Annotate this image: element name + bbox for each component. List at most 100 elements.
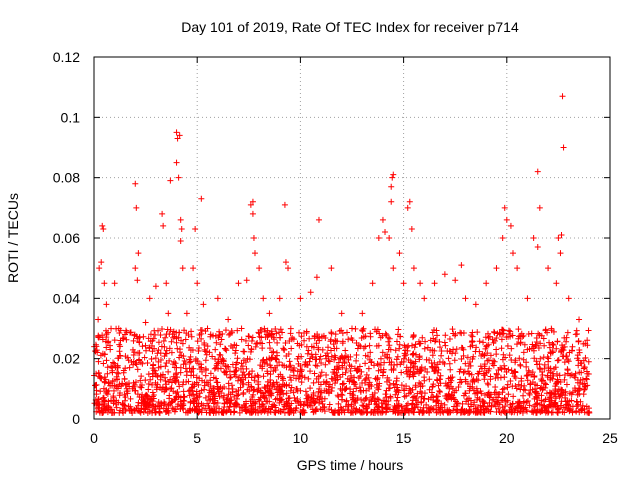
scatter-point (519, 409, 526, 416)
scatter-point (132, 180, 139, 187)
scatter-point (219, 409, 226, 416)
x-tick-label: 25 (602, 430, 618, 446)
scatter-point (375, 342, 382, 349)
scatter-point (104, 370, 111, 377)
scatter-point (185, 378, 192, 385)
scatter-point (375, 396, 382, 403)
x-tick-label: 0 (90, 430, 98, 446)
scatter-point (175, 174, 182, 181)
scatter-point (116, 389, 123, 396)
scatter-point (155, 327, 162, 334)
scatter-point (103, 407, 110, 414)
scatter-point (305, 347, 312, 354)
scatter-point (101, 379, 108, 386)
scatter-point (156, 405, 163, 412)
scatter-point (368, 383, 375, 390)
scatter-point (276, 295, 283, 302)
scatter-point (474, 329, 481, 336)
scatter-point (491, 389, 498, 396)
scatter-point (181, 327, 188, 334)
scatter-point (98, 375, 105, 382)
scatter-point (584, 370, 591, 377)
scatter-point (512, 369, 519, 376)
scatter-point (322, 380, 329, 387)
scatter-point (576, 316, 583, 323)
scatter-point (256, 330, 263, 337)
scatter-point (351, 374, 358, 381)
scatter-point (166, 345, 173, 352)
scatter-point (158, 402, 165, 409)
scatter-point (245, 379, 252, 386)
scatter-point (325, 357, 332, 364)
scatter-point (207, 370, 214, 377)
scatter-point (337, 404, 344, 411)
scatter-point (107, 406, 114, 413)
scatter-point (374, 374, 381, 381)
scatter-point (276, 334, 283, 341)
chart-title: Day 101 of 2019, Rate Of TEC Index for r… (181, 19, 519, 35)
scatter-point (217, 365, 224, 372)
scatter-point (389, 174, 396, 181)
scatter-point (102, 376, 109, 383)
scatter-point (573, 327, 580, 334)
scatter-point (410, 333, 417, 340)
scatter-point (532, 409, 539, 416)
scatter-point (404, 204, 411, 211)
scatter-point (498, 397, 505, 404)
scatter-point (392, 347, 399, 354)
scatter-point (254, 339, 261, 346)
scatter-point (114, 385, 121, 392)
scatter-point (192, 356, 199, 363)
scatter-point (95, 398, 102, 405)
scatter-point (238, 360, 245, 367)
scatter-point (486, 399, 493, 406)
scatter-point (432, 368, 439, 375)
scatter-point (374, 360, 381, 367)
scatter-point (246, 388, 253, 395)
scatter-point (132, 387, 139, 394)
scatter-point (287, 387, 294, 394)
scatter-point (318, 389, 325, 396)
scatter-point (188, 369, 195, 376)
scatter-point (502, 354, 509, 361)
scatter-point (426, 405, 433, 412)
scatter-point (565, 295, 572, 302)
scatter-point (468, 339, 475, 346)
scatter-point (150, 362, 157, 369)
scatter-point (517, 361, 524, 368)
scatter-point (375, 367, 382, 374)
scatter-point (197, 365, 204, 372)
scatter-point (117, 343, 124, 350)
scatter-point (287, 374, 294, 381)
scatter-point (233, 388, 240, 395)
scatter-point (434, 377, 441, 384)
scatter-point (251, 386, 258, 393)
scatter-point (328, 406, 335, 413)
scatter-point (549, 370, 556, 377)
scatter-point (550, 341, 557, 348)
scatter-point (585, 358, 592, 365)
scatter-point (288, 406, 295, 413)
scatter-point (516, 400, 523, 407)
scatter-point (508, 406, 515, 413)
scatter-point (180, 379, 187, 386)
scatter-point (367, 349, 374, 356)
scatter-point (508, 345, 515, 352)
scatter-point (481, 352, 488, 359)
scatter-point (356, 363, 363, 370)
scatter-point (279, 396, 286, 403)
x-tick-labels: 0 5 10 15 20 25 (90, 430, 618, 446)
scatter-point (433, 327, 440, 334)
scatter-point (265, 405, 272, 412)
scatter-point (390, 367, 397, 374)
scatter-point (147, 331, 154, 338)
scatter-point (239, 372, 246, 379)
scatter-point (369, 280, 376, 287)
scatter-point (437, 372, 444, 379)
scatter-point (561, 359, 568, 366)
scatter-point (181, 393, 188, 400)
scatter-point (101, 280, 108, 287)
scatter-point (276, 329, 283, 336)
scatter-point (554, 357, 561, 364)
scatter-point (358, 334, 365, 341)
